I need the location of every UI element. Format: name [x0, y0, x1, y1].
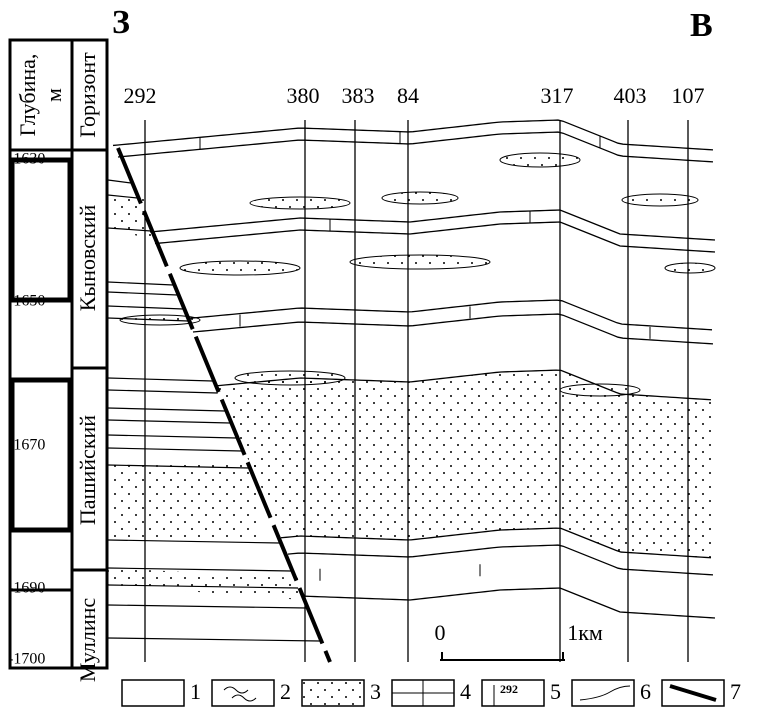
layer-line [287, 544, 714, 576]
legend-box [571, 679, 635, 707]
layer-line [107, 389, 218, 394]
depth-label: -1690 [8, 580, 45, 597]
layer-line [117, 131, 714, 163]
lens [349, 254, 491, 270]
legend-symbol [579, 685, 631, 701]
lens [499, 152, 581, 168]
layer-line [107, 464, 249, 469]
layer-line [107, 377, 213, 382]
legend-well-sample: 292 [500, 682, 518, 696]
well-label: 380 [287, 83, 320, 108]
well-label: 317 [541, 83, 574, 108]
legend-label: 3 [370, 679, 381, 704]
layer-line [107, 419, 231, 424]
depth-unit: м [41, 88, 66, 102]
legend-label: 5 [550, 679, 561, 704]
strata [107, 119, 716, 663]
lens [249, 196, 351, 210]
layer-line [107, 584, 299, 589]
layer-line [280, 527, 712, 559]
lens [621, 193, 699, 207]
layer-line [107, 434, 237, 439]
legend-box [301, 679, 365, 707]
layer-line [112, 119, 714, 151]
layer-line [107, 637, 320, 642]
scale-start: 0 [435, 620, 446, 645]
layer-line [107, 567, 292, 572]
horizon-title: Горизонт [75, 52, 100, 138]
east-label: В [690, 7, 713, 44]
layer-line [107, 179, 132, 184]
sand-body [213, 370, 716, 558]
legend-label: 2 [280, 679, 291, 704]
horizon-label: Кыновский [75, 205, 100, 312]
layer-line [107, 291, 178, 296]
well-label: 383 [342, 83, 375, 108]
west-label: З [112, 4, 130, 41]
layer-line [192, 313, 714, 345]
horizon-label: Муллинс [75, 598, 100, 683]
depth-label: -1650 [8, 293, 45, 310]
layer-line [186, 299, 713, 331]
lens [234, 370, 346, 386]
columns [8, 38, 109, 670]
layer-line [154, 221, 716, 253]
layer-line [107, 407, 226, 412]
legend-label: 6 [640, 679, 651, 704]
depth-label: -1700 [8, 651, 45, 668]
layer-line [107, 194, 138, 199]
legend-symbol [223, 686, 257, 702]
depth-label: -1630 [8, 151, 45, 168]
sand-body [108, 568, 302, 600]
lens [179, 260, 301, 276]
legend-label: 1 [190, 679, 201, 704]
lens [664, 262, 716, 274]
scale-end: 1км [567, 620, 603, 645]
legend-box [481, 679, 545, 707]
layer-line [107, 447, 242, 452]
layer-line [304, 587, 716, 619]
well-label: 84 [397, 83, 419, 108]
depth-title: Глубина, [15, 54, 40, 137]
legend-label: 7 [730, 679, 741, 704]
legend-box [121, 679, 185, 707]
layer-line [149, 209, 716, 241]
layer-line [107, 539, 280, 544]
horizon-label: Пашийский [75, 415, 100, 525]
well-label: 107 [672, 83, 705, 108]
depth-label: -1670 [8, 437, 45, 454]
lens [381, 191, 459, 205]
well-label: 292 [124, 83, 157, 108]
layer-line [107, 227, 152, 232]
well-label: 403 [614, 83, 647, 108]
legend-label: 4 [460, 679, 471, 704]
legend-symbol [669, 684, 717, 702]
layer-line [107, 604, 307, 609]
lens [119, 314, 201, 326]
layer-line [107, 281, 174, 286]
legend: 1 2 3 4 292 5 6 7 [121, 679, 741, 707]
fault [116, 147, 332, 663]
sand-body [110, 465, 260, 540]
